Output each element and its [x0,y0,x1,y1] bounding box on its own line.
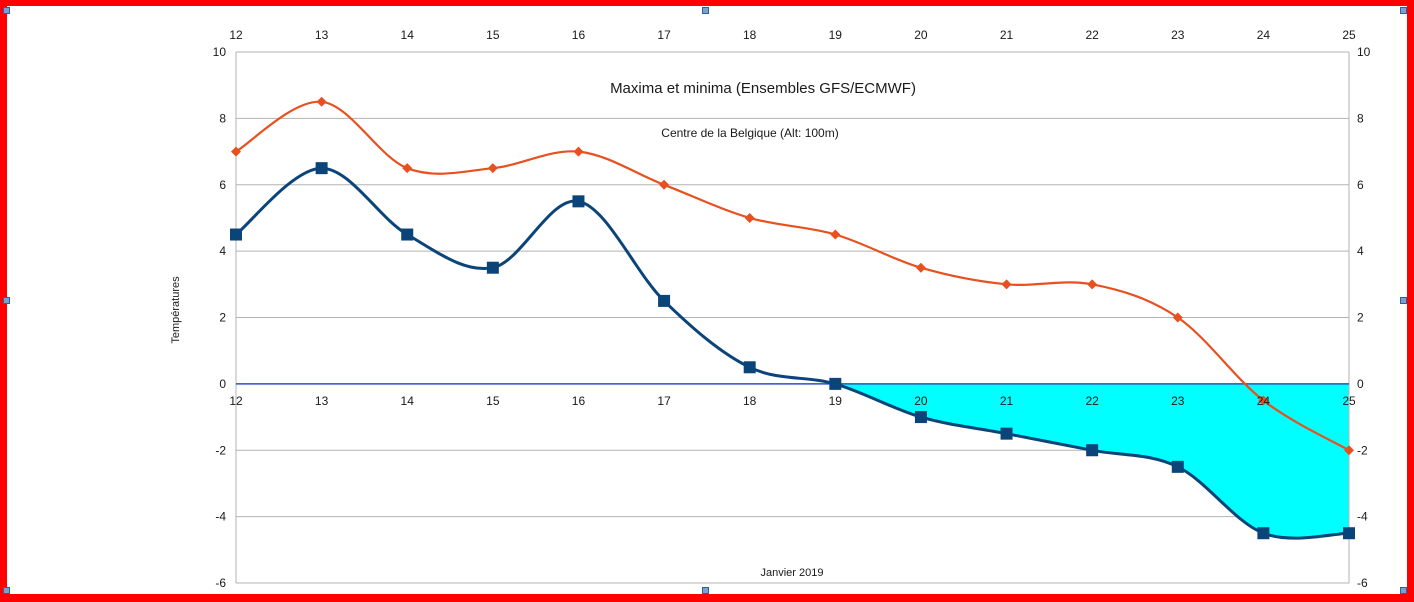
x-tick-label-zero: 21 [1000,394,1014,408]
minima-point [230,228,242,241]
maxima-point [1344,445,1354,456]
x-axis-label: Janvier 2019 [761,567,824,579]
minima-point [914,411,927,424]
resize-handle-bottom-right[interactable] [1400,587,1407,594]
y-tick-label-left: 8 [219,111,226,125]
y-tick-label-left: -6 [215,576,226,590]
data-markers [230,96,1355,540]
maxima-point [744,212,755,223]
x-tick-label-zero: 14 [401,394,415,408]
x-tick-label-zero: 22 [1085,394,1099,408]
x-tick-label-top: 22 [1085,28,1099,42]
x-tick-label-top: 25 [1342,28,1356,42]
minima-point [315,162,328,175]
maxima-point [659,179,670,190]
minima-point [572,195,585,208]
x-tick-label-top: 14 [401,28,415,42]
minima-point [1257,527,1270,540]
x-tick-label-zero: 13 [315,394,329,408]
maxima-point [573,146,584,157]
minima-point [743,361,756,374]
x-tick-label-zero: 18 [743,394,757,408]
minima-point [1000,427,1013,440]
y-tick-label-right: -2 [1357,443,1368,457]
x-tick-label-top: 16 [572,28,586,42]
minima-point [1343,527,1355,540]
x-tick-label-zero: 20 [914,394,928,408]
maxima-point [1258,395,1269,406]
x-tick-label-top: 21 [1000,28,1014,42]
x-tick-label-top: 23 [1171,28,1185,42]
resize-handle-top-center[interactable] [702,7,709,14]
x-tick-label-zero: 16 [572,394,586,408]
y-tick-label-right: 4 [1357,244,1364,258]
y-tick-label-left: -2 [215,443,226,457]
x-tick-label-top: 18 [743,28,757,42]
y-tick-label-right: -6 [1357,576,1368,590]
resize-handle-top-right[interactable] [1400,7,1407,14]
y-tick-label-right: 2 [1357,311,1364,325]
minima-point [486,261,499,274]
resize-handle-middle-right[interactable] [1400,297,1407,304]
x-tick-label-top: 24 [1257,28,1271,42]
x-tick-label-top: 15 [486,28,500,42]
minima-point [658,294,671,307]
x-tick-label-zero: 19 [829,394,843,408]
x-tick-label-zero: 15 [486,394,500,408]
x-tick-label-top: 13 [315,28,329,42]
y-tick-label-right: 8 [1357,111,1364,125]
chart-subtitle: Centre de la Belgique (Alt: 100m) [661,126,838,140]
x-tick-label-zero: 12 [229,394,243,408]
y-tick-label-left: 10 [213,45,227,59]
x-tick-label-zero: 23 [1171,394,1185,408]
axes [235,52,1350,583]
maxima-point [915,262,926,273]
y-tick-label-right: 0 [1357,377,1364,391]
tick-labels: 1212131314141515161617171818191920202121… [213,28,1371,590]
minima-point [1171,460,1184,473]
resize-handle-middle-left[interactable] [3,297,10,304]
x-tick-label-top: 20 [914,28,928,42]
resize-handle-bottom-center[interactable] [702,587,709,594]
y-tick-label-left: 2 [219,311,226,325]
x-tick-label-zero: 25 [1342,394,1356,408]
resize-handle-bottom-left[interactable] [3,587,10,594]
y-tick-label-left: -4 [215,510,226,524]
y-tick-label-left: 6 [219,178,226,192]
maxima-point [1001,279,1012,290]
minima-point [829,377,842,390]
maxima-point [316,96,327,107]
y-tick-label-left: 4 [219,244,226,258]
minima-point [401,228,414,241]
x-tick-label-top: 12 [229,28,243,42]
maxima-point [402,163,413,174]
x-tick-label-zero: 17 [657,394,671,408]
chart-title: Maxima et minima (Ensembles GFS/ECMWF) [610,80,916,97]
y-tick-label-left: 0 [219,377,226,391]
y-axis-label: Températures [170,276,182,344]
maxima-point [1172,312,1183,323]
x-tick-label-zero: 24 [1257,394,1271,408]
resize-handle-top-left[interactable] [3,7,10,14]
maxima-point [231,146,241,157]
x-tick-label-top: 19 [829,28,843,42]
maxima-point [1087,279,1098,290]
minima-point [1086,444,1099,457]
y-tick-label-right: 6 [1357,178,1364,192]
y-tick-label-right: 10 [1357,45,1371,59]
x-tick-label-top: 17 [657,28,671,42]
y-tick-label-right: -4 [1357,510,1368,524]
maxima-point [830,229,841,240]
maxima-point [487,163,498,174]
